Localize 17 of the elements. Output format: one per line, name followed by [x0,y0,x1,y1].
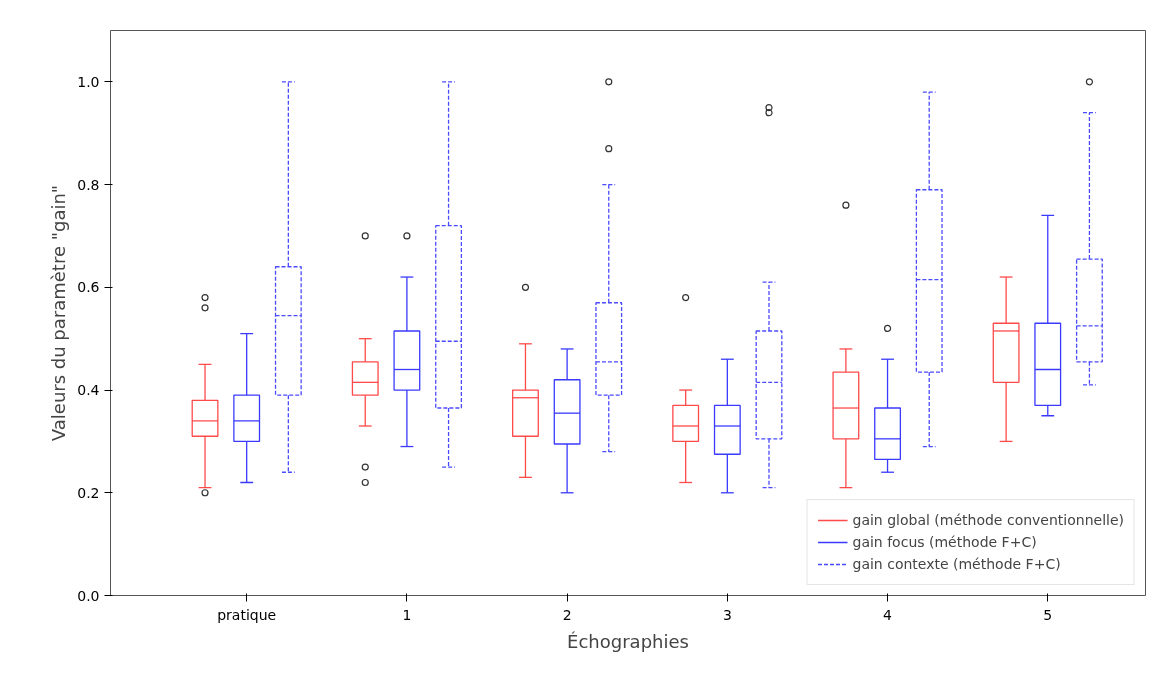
x-tick-label: 1 [402,606,412,623]
y-axis-title: Valeurs du paramètre "gain" [48,184,70,442]
y-tick-label: 0.8 [77,176,100,193]
x-tick-label: pratique [217,606,277,623]
x-tick-label: 2 [562,606,572,623]
legend-label: gain focus (méthode F+C) [852,534,1037,550]
y-tick-label: 0.4 [77,382,100,399]
legend-label: gain contexte (méthode F+C) [852,556,1061,572]
x-tick-label: 3 [722,606,732,623]
y-tick-label: 0.0 [77,587,100,604]
y-tick-label: 0.6 [77,279,100,296]
x-axis-title: Échographies [567,630,689,652]
x-tick-label: 4 [883,606,893,623]
y-tick-label: 1.0 [77,73,100,90]
legend-label: gain global (méthode conventionnelle) [852,512,1124,528]
x-tick-label: 5 [1043,606,1053,623]
y-tick-label: 0.2 [77,484,100,501]
